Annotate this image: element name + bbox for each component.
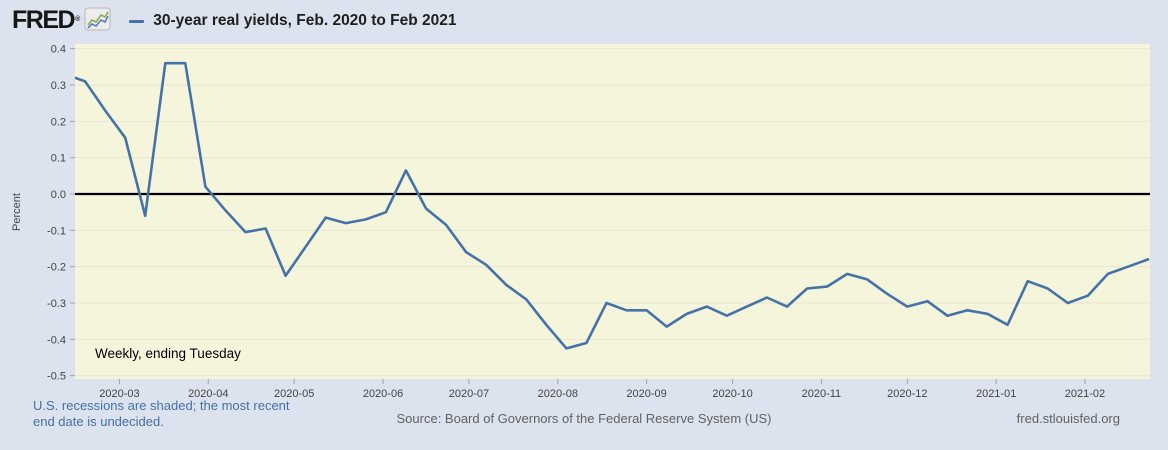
- y-tick-label: 0.1: [51, 153, 66, 165]
- sparkline-chart-icon: [84, 7, 111, 30]
- y-tick-label: -0.4: [47, 334, 66, 346]
- plot-background: [75, 44, 1150, 379]
- y-tick-label: 0.0: [51, 189, 66, 201]
- y-tick-label: -0.1: [47, 225, 66, 237]
- chart-header: FRED ® 30-year real yields, Feb. 2020 to …: [12, 6, 457, 36]
- x-tick-label: 2020-05: [274, 388, 314, 400]
- frequency-annotation: Weekly, ending Tuesday: [95, 346, 241, 361]
- x-tick-label: 2020-11: [802, 388, 842, 400]
- y-tick-label: 0.4: [51, 44, 66, 56]
- fred-logo-text: FRED: [12, 5, 76, 34]
- y-tick-label: -0.5: [47, 371, 66, 383]
- x-tick-label: 2020-06: [363, 388, 403, 400]
- y-tick-label: 0.2: [51, 116, 66, 128]
- y-tick-label: -0.3: [47, 298, 66, 310]
- x-tick-label: 2020-03: [99, 388, 139, 400]
- source-link[interactable]: Source: Board of Governors of the Federa…: [396, 411, 772, 426]
- registered-mark: ®: [75, 15, 81, 23]
- x-tick-label: 2021-02: [1065, 388, 1105, 400]
- x-tick-label: 2020-08: [538, 388, 578, 400]
- y-axis-label: Percent: [11, 193, 23, 231]
- recession-note-line1: U.S. recessions are shaded; the most rec…: [33, 398, 290, 413]
- fred-logo-link[interactable]: FRED ®: [12, 7, 111, 36]
- data-line-30-year-real-yields: [75, 61, 1150, 350]
- x-tick-label: 2020-10: [712, 388, 752, 400]
- series-legend-line-icon: [129, 19, 145, 23]
- x-tick-label: 2021-01: [976, 388, 1016, 400]
- recession-note-link[interactable]: U.S. recessions are shaded; the most rec…: [33, 398, 290, 430]
- x-tick-label: 2020-07: [449, 388, 489, 400]
- y-tick-label: -0.2: [47, 262, 66, 274]
- x-tick-label: 2020-09: [626, 388, 666, 400]
- recession-note-line2: end date is undecided.: [33, 414, 164, 429]
- y-tick-label: 0.3: [51, 80, 66, 92]
- fred-site-link[interactable]: fred.stlouisfed.org: [1016, 411, 1120, 426]
- x-tick-label: 2020-12: [887, 388, 927, 400]
- x-tick-label: 2020-04: [188, 388, 228, 400]
- chart-title: 30-year real yields, Feb. 2020 to Feb 20…: [153, 12, 457, 29]
